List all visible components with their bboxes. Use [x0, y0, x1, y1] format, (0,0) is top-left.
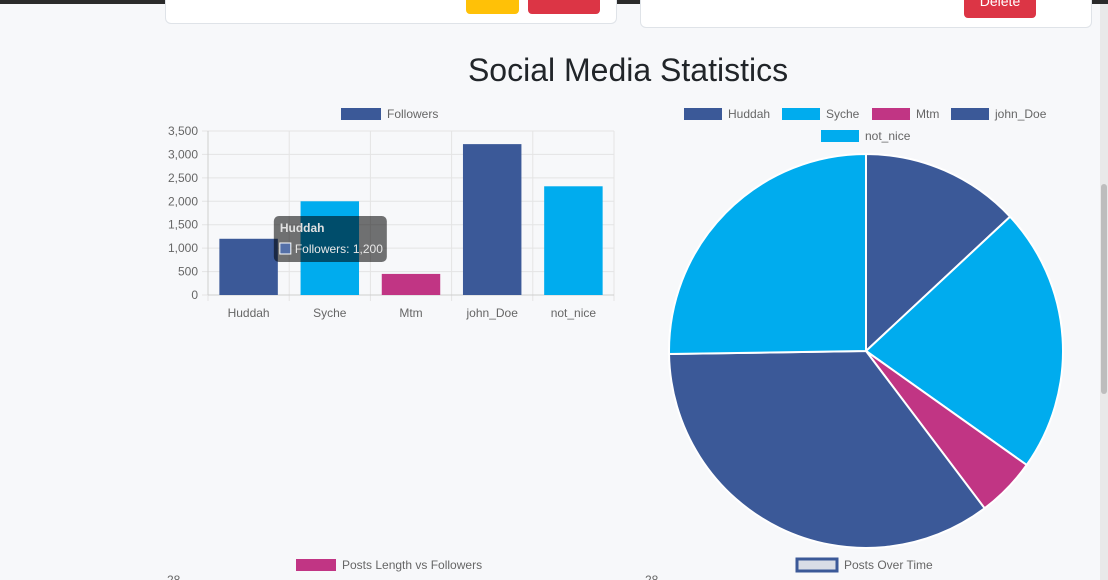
bar-legend-swatch [341, 108, 381, 120]
line-chart: Posts Over Time 28 [645, 557, 933, 580]
scatter-chart: Posts Length vs Followers 28 [167, 558, 482, 580]
bar-y-tick-label: 1,000 [168, 241, 198, 255]
bar-y-tick-label: 2,000 [168, 194, 198, 208]
scrollbar-thumb[interactable] [1101, 184, 1107, 394]
pie-chart: Huddah Syche Mtm john_Doe not_nice [668, 107, 1064, 549]
scatter-legend-swatch [296, 559, 336, 571]
pie-slice-john_Doe [668, 349, 987, 549]
line-y-tick-label: 28 [645, 573, 659, 580]
tooltip-title: Huddah [280, 221, 325, 235]
bar-y-tick-label: 500 [178, 265, 198, 279]
pie-slice-Syche [864, 215, 1064, 467]
pie-legend-label: Huddah [728, 107, 770, 121]
page-title: Social Media Statistics [467, 52, 789, 88]
edit-button[interactable] [466, 0, 519, 14]
bar-y-tick-label: 3,500 [168, 124, 198, 138]
pie-legend-label: Syche [826, 107, 860, 121]
pie-slice-not_nice [668, 152, 867, 356]
pie-legend-label: Mtm [916, 107, 939, 121]
scatter-y-tick-label: 28 [167, 573, 181, 580]
line-legend-label: Posts Over Time [844, 558, 933, 572]
bar-x-tick-label: Huddah [228, 306, 270, 320]
pie-legend-swatch [821, 130, 859, 142]
bar-x-tick-label: Syche [313, 306, 347, 320]
scrollbar[interactable] [1100, 4, 1108, 580]
bar-x-tick-label: Mtm [399, 306, 422, 320]
tooltip-box [273, 216, 387, 262]
pie-legend-swatch [684, 108, 722, 120]
pie-legend-label: john_Doe [994, 107, 1047, 121]
bar-john_Doe [462, 144, 522, 295]
bar-x-tick-label: john_Doe [466, 306, 519, 320]
pie-legend-label: not_nice [865, 129, 911, 143]
tooltip-swatch [279, 242, 292, 255]
bar-y-tick-label: 2,500 [168, 171, 198, 185]
bar-y-tick-label: 1,500 [168, 218, 198, 232]
delete-button-right[interactable]: Delete [964, 0, 1036, 18]
line-legend-swatch [795, 557, 839, 573]
tooltip-text: Followers: 1,200 [295, 242, 383, 256]
bar-Huddah [219, 238, 278, 295]
pie-legend-swatch [872, 108, 910, 120]
item-card-right: Delete [640, 0, 1092, 28]
delete-button-left[interactable] [528, 0, 600, 14]
bar-chart: Followers 0 500 1,000 1,500 2,000 2,500 3,000 3,… [168, 107, 615, 320]
bar-tooltip: Huddah Followers: 1,200 [273, 216, 387, 262]
bar-x-tick-label: not_nice [551, 306, 597, 320]
pie-slice-Huddah [865, 152, 1012, 354]
item-card-left [165, 0, 617, 24]
bar-legend-label: Followers [387, 107, 438, 121]
pie-legend-swatch [951, 108, 989, 120]
bar-y-tick-label: 0 [191, 288, 198, 302]
bar-not_nice [544, 186, 603, 295]
scatter-legend-label: Posts Length vs Followers [342, 558, 482, 572]
bar-y-tick-label: 3,000 [168, 147, 198, 161]
pie-legend-swatch [782, 108, 820, 120]
bar-Mtm [381, 273, 441, 295]
